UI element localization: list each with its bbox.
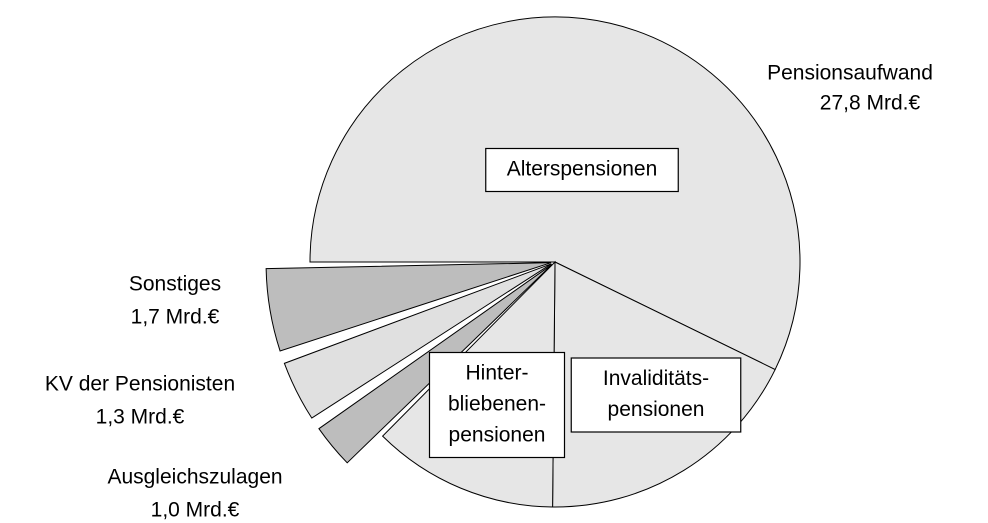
label-box (485, 147, 679, 193)
value-label: 1,3 Mrd.€ (96, 406, 185, 429)
group-label: Pensionsaufwand (767, 62, 933, 85)
pie-slice (265, 262, 552, 352)
slice-label: Alterspensionen (507, 158, 658, 181)
pie-slice (283, 263, 552, 419)
slice-label: Sonstiges (129, 273, 221, 296)
pie-slice (309, 16, 801, 371)
group-value-label: 27,8 Mrd.€ (820, 92, 921, 115)
slice-label: bliebenen- (448, 393, 546, 416)
slice-label: Invaliditäts- (603, 367, 709, 390)
slice-label: pensionen (608, 398, 705, 421)
label-box (428, 351, 566, 459)
label-box (570, 357, 742, 433)
value-label: 1,0 Mrd.€ (151, 499, 240, 522)
slice-label: Ausgleichszulagen (107, 466, 282, 489)
value-label: 1,7 Mrd.€ (131, 306, 220, 329)
slice-label: pensionen (449, 424, 546, 447)
slice-label: Hinter- (465, 362, 528, 385)
slice-label: KV der Pensionisten (45, 373, 235, 396)
